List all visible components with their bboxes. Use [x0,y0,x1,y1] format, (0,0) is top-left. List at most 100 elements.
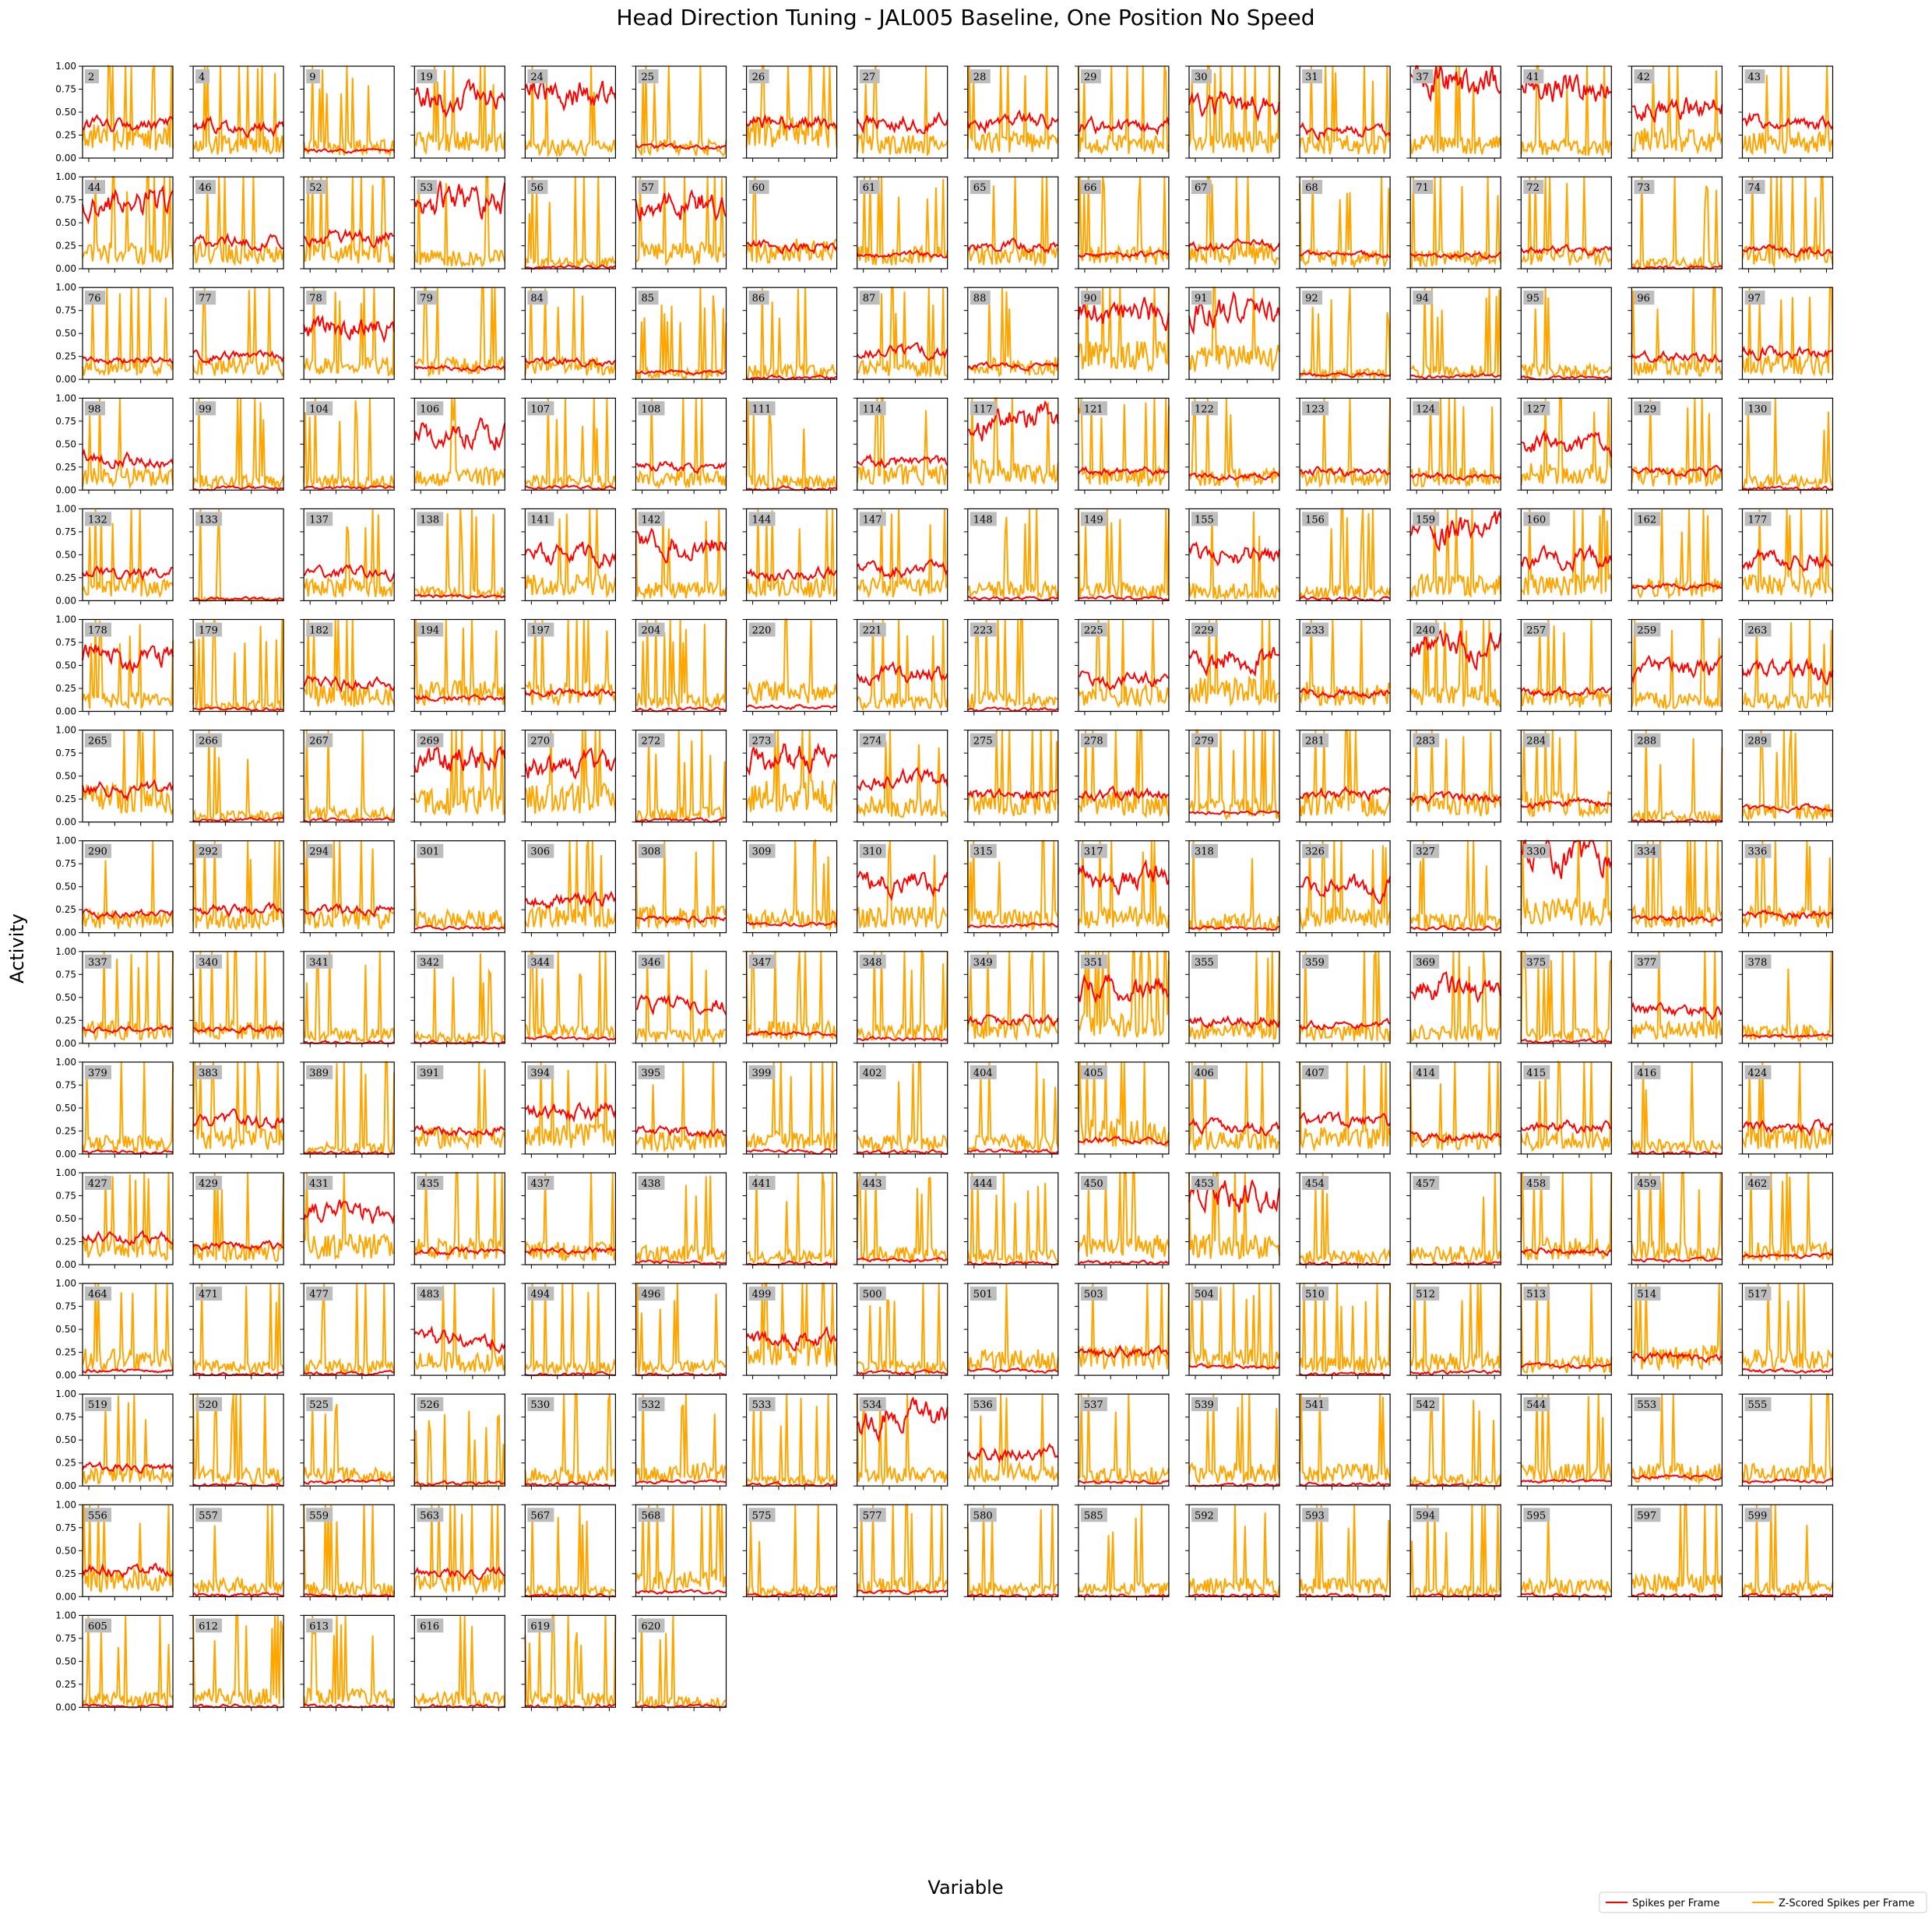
panel-id-badge [1191,69,1212,83]
panel-id-label: 86 [752,293,765,304]
series-zscored-line [303,1504,396,1597]
series-spikes-line [635,461,727,475]
panel-348: 348 [853,948,948,1047]
panel-id-badge [195,843,223,858]
panel-id-badge [195,622,223,637]
panel-id-badge [638,512,665,526]
series-zscored-line [1409,65,1502,155]
panel-id-label: 104 [309,403,329,415]
series-zscored-line [1299,508,1392,600]
series-zscored-line [966,951,1059,1042]
panel-id-badge [195,954,223,969]
panel-117: 117 [963,397,1059,494]
y-tick-label: 1.00 [55,1278,76,1289]
panel-id-label: 269 [420,736,439,748]
panel-id-label: 72 [1526,182,1540,194]
panel-id-badge [970,1508,997,1522]
series-zscored-line [192,177,285,266]
panel-id-label: 499 [752,1289,772,1300]
panel-id-label: 28 [973,72,987,83]
panel-id-badge [1523,290,1544,305]
series-spikes-line [524,76,617,112]
panel-id-label: 194 [420,625,439,637]
series-spikes-line [82,644,174,674]
panel-594: 594 [1406,1504,1502,1601]
panel-294: 294 [300,840,395,937]
panel-id-label: 359 [1305,957,1325,969]
series-zscored-line [413,1172,505,1262]
series-spikes-line [82,908,174,920]
series-spikes-line [1631,654,1723,684]
panel-id-label: 197 [530,625,550,637]
series-zscored-line [1520,397,1613,486]
panel-id-label: 595 [1526,1510,1546,1522]
y-tick-label: 0.00 [55,263,76,274]
panel-id-label: 597 [1637,1510,1656,1522]
series-spikes-line [1188,925,1280,931]
series-spikes-line [1741,657,1834,686]
panel-616: 616 [410,1614,506,1712]
panel-56: 56 [521,176,617,273]
panel-id-badge [417,290,438,305]
y-tick-label: 0.75 [55,1522,76,1533]
series-zscored-line [1741,840,1834,928]
panel-204: 204 [632,618,727,716]
series-spikes-line [413,1565,505,1581]
series-zscored-line [1520,1172,1613,1261]
panel-id-label: 317 [1084,846,1103,858]
series-spikes-line [857,1257,948,1263]
panel-id-badge [1302,1508,1329,1522]
series-spikes-line [192,1240,284,1252]
panel-id-badge [1080,401,1107,416]
panel-517: 517 [1738,1283,1834,1380]
panel-id-label: 435 [420,1178,439,1190]
y-tick-label: 0.50 [55,328,76,339]
series-zscored-line [1631,618,1723,710]
series-zscored-line [524,1393,617,1486]
series-zscored-line [413,619,506,706]
y-tick-label: 1.00 [55,171,76,182]
panel-id-badge [1302,512,1329,526]
series-zscored-line [1077,840,1170,929]
panel-id-badge [748,290,769,305]
panel-id-label: 71 [1416,182,1429,194]
panel-308: 308 [632,840,727,937]
series-zscored-line [635,840,727,931]
panel-454: 454 [1296,1172,1392,1269]
panel-id-badge [1080,512,1107,526]
panel-id-label: 308 [642,846,661,858]
panel-id-label: 383 [199,1068,218,1079]
panel-id-badge [1523,843,1550,858]
panel-id-label: 141 [530,514,550,526]
series-zscored-line [82,509,174,599]
series-spikes-line [192,1703,284,1709]
panel-id-label: 44 [88,182,101,194]
panel-id-badge [1413,954,1440,969]
panel-id-label: 108 [642,403,661,415]
panel-id-label: 129 [1637,403,1656,415]
panel-id-label: 429 [199,1178,218,1190]
series-spikes-line [1742,1033,1833,1039]
y-tick-label: 0.75 [55,1191,76,1202]
panel-id-label: 533 [752,1399,772,1411]
y-tick-label: 1.00 [55,1167,76,1178]
panel-id-badge [1523,1508,1550,1522]
series-spikes-line [82,1149,174,1156]
panel-id-label: 613 [309,1621,329,1632]
panel-id-label: 539 [1195,1399,1214,1411]
panel-id-badge [1523,512,1550,526]
series-spikes-line [635,994,727,1016]
series-zscored-line [635,509,727,600]
series-spikes-line [1078,1480,1170,1485]
panel-id-badge [195,1397,223,1412]
panel-id-badge [970,290,991,305]
panel-id-badge [748,843,776,858]
panel-471: 471 [189,1283,285,1380]
series-zscored-line [192,1283,285,1377]
series-spikes-line [1631,350,1723,364]
series-spikes-line [82,1461,174,1474]
panel-278: 278 [1074,729,1170,826]
panel-id-badge [1744,1508,1772,1522]
panel-id-badge [748,1397,776,1412]
panel-id-label: 567 [530,1510,550,1522]
